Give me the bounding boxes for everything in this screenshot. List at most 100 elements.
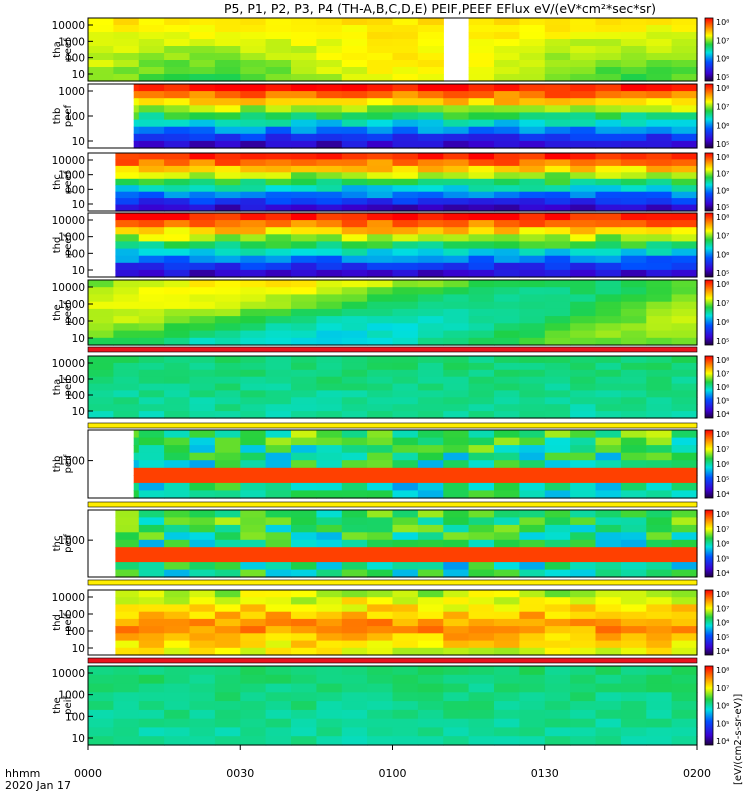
heatmap-cell: [620, 437, 647, 446]
heatmap-cell: [646, 736, 673, 746]
colorbar-tick-label: 10⁴: [716, 647, 729, 656]
heatmap-cell: [164, 140, 191, 149]
heatmap-cell: [417, 356, 444, 364]
heatmap-cell: [341, 191, 368, 199]
heatmap-cell: [291, 91, 317, 99]
heatmap-cell: [214, 430, 241, 439]
heatmap-cell: [240, 430, 267, 439]
heatmap-cell: [443, 98, 470, 106]
heatmap-cell: [164, 683, 191, 693]
heatmap-cell: [443, 112, 470, 121]
heatmap-cell: [671, 74, 698, 82]
heatmap-cell: [671, 626, 698, 634]
heatmap-cell: [189, 39, 216, 47]
heatmap-cell: [544, 554, 571, 563]
heatmap-cell: [417, 562, 444, 571]
heatmap-cell: [240, 445, 267, 454]
heatmap-cell: [417, 308, 444, 317]
heatmap-cell: [392, 467, 419, 476]
heatmap-cell: [417, 674, 444, 685]
heatmap-cell: [494, 411, 520, 419]
heatmap-cell: [265, 383, 292, 392]
heatmap-cell: [544, 269, 571, 278]
heatmap-cell: [392, 18, 419, 26]
heatmap-cell: [519, 172, 546, 180]
heatmap-cell: [620, 18, 647, 26]
x-tick-label: 0000: [74, 767, 102, 780]
heatmap-cell: [138, 510, 165, 518]
heatmap-cell: [468, 562, 495, 571]
heatmap-cell: [519, 165, 546, 173]
heatmap-cell: [570, 437, 597, 446]
heatmap-cell: [316, 490, 343, 499]
heatmap-cell: [367, 701, 394, 711]
heatmap-cell: [671, 39, 698, 47]
heatmap-cell: [544, 32, 571, 40]
heatmap-cell: [392, 84, 419, 92]
panel-frame: [87, 17, 698, 82]
heatmap-cell: [646, 490, 673, 499]
heatmap-cell: [468, 604, 495, 613]
heatmap-cell: [367, 390, 394, 398]
heatmap-cell: [570, 597, 597, 605]
heatmap-cell: [494, 105, 520, 113]
heatmap-cell: [265, 569, 292, 578]
heatmap-cell: [544, 39, 571, 47]
heatmap-cell: [519, 532, 546, 541]
heatmap-cell: [316, 709, 343, 720]
heatmap-cell: [671, 437, 698, 446]
heatmap-cell: [494, 376, 520, 385]
heatmap-cell: [544, 74, 571, 82]
heatmap-cell: [544, 475, 571, 484]
heatmap-cell: [519, 554, 546, 563]
heatmap-cell: [367, 604, 394, 613]
heatmap-cell: [367, 98, 394, 106]
heatmap-cell: [671, 220, 698, 228]
heatmap-cell: [671, 241, 698, 250]
heatmap-cell: [417, 452, 444, 461]
heatmap-cell: [113, 308, 140, 317]
heatmap-cell: [570, 626, 597, 634]
heatmap-cell: [544, 539, 571, 548]
heatmap-cell: [417, 404, 444, 412]
heatmap-cell: [544, 647, 571, 656]
heatmap-cell: [443, 633, 470, 642]
heatmap-cell: [164, 604, 191, 613]
heatmap-cell: [316, 165, 343, 173]
heatmap-cell: [240, 736, 267, 746]
heatmap-cell: [138, 330, 165, 339]
heatmap-cell: [291, 356, 317, 364]
heatmap-cell: [265, 337, 292, 346]
heatmap-cell: [519, 718, 546, 729]
heatmap-cell: [544, 178, 571, 186]
heatmap-cell: [138, 126, 165, 135]
heatmap-cell: [443, 383, 470, 392]
heatmap-cell: [570, 736, 597, 746]
heatmap-cell: [138, 98, 165, 106]
heatmap-cell: [316, 105, 343, 113]
heatmap-cell: [164, 126, 191, 135]
heatmap-cell: [417, 626, 444, 634]
y-tick-label: 1000: [58, 170, 85, 182]
heatmap-cell: [291, 467, 317, 476]
heatmap-cell: [671, 53, 698, 61]
heatmap-cell: [443, 84, 470, 92]
heatmap-cell: [341, 736, 368, 746]
heatmap-cell: [392, 460, 419, 469]
heatmap-cell: [570, 241, 597, 250]
heatmap-cell: [133, 140, 140, 149]
heatmap-cell: [671, 198, 698, 206]
heatmap-cell: [316, 227, 343, 235]
panel-heatmap: [88, 280, 698, 346]
heatmap-cell: [265, 330, 292, 339]
heatmap-cell: [443, 323, 470, 332]
heatmap-cell: [392, 178, 419, 186]
heatmap-cell: [443, 430, 470, 439]
heatmap-cell: [214, 46, 241, 54]
colorbar-tick-label: 10⁴: [716, 490, 729, 499]
heatmap-cell: [240, 475, 267, 484]
heatmap-cell: [265, 112, 292, 121]
heatmap-cell: [367, 709, 394, 720]
